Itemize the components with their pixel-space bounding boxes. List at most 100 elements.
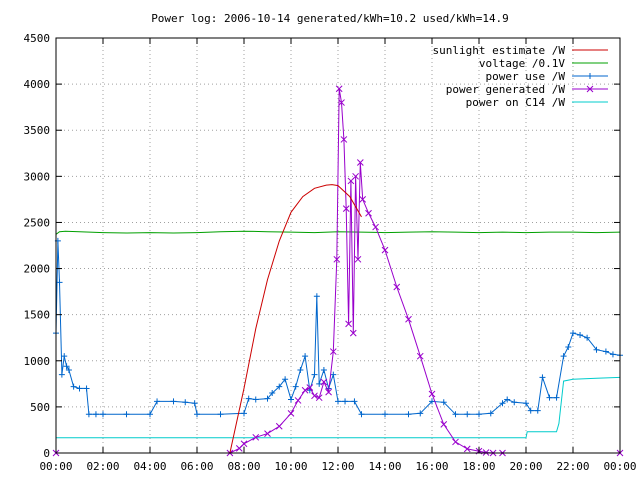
legend-item-voltage-0-1v: voltage /0.1V: [479, 57, 608, 70]
legend-label: power generated /W: [446, 83, 566, 96]
data-point: [92, 411, 99, 418]
data-point: [584, 334, 591, 341]
y-tick-label: 2500: [24, 216, 51, 229]
x-tick-label: 00:00: [39, 460, 72, 473]
data-point: [335, 398, 341, 405]
data-point: [240, 440, 248, 448]
data-point: [546, 394, 553, 401]
data-point: [452, 438, 459, 446]
data-point: [311, 392, 318, 400]
data-point: [292, 383, 299, 390]
data-point: [504, 396, 511, 403]
data-point: [464, 411, 471, 418]
data-point: [269, 390, 276, 397]
data-point: [320, 378, 328, 386]
series-voltage-0-1v: [55, 230, 621, 235]
data-point: [342, 205, 350, 212]
data-point: [154, 398, 161, 405]
data-point: [287, 409, 295, 417]
data-point: [539, 374, 546, 381]
series-sunlight-estimate-w: [229, 184, 362, 454]
data-point: [358, 411, 365, 418]
data-point: [264, 430, 271, 437]
data-point: [302, 353, 309, 360]
data-point: [282, 376, 289, 383]
data-point: [440, 399, 447, 406]
data-point: [276, 383, 283, 390]
data-point: [349, 329, 357, 337]
data-point: [56, 279, 63, 286]
data-point: [275, 422, 283, 430]
data-point: [252, 396, 259, 403]
y-tick-label: 0: [43, 447, 50, 460]
y-tick-label: 500: [30, 401, 50, 414]
series-line-power-on-c14-w: [56, 376, 621, 439]
data-point: [313, 293, 320, 300]
data-point: [560, 353, 567, 360]
y-tick-label: 2000: [24, 263, 51, 276]
data-point: [335, 85, 343, 93]
x-tick-label: 08:00: [227, 460, 260, 473]
x-tick-label: 02:00: [86, 460, 119, 473]
data-point: [487, 410, 494, 417]
data-point: [340, 136, 348, 143]
legend-label: power on C14 /W: [466, 96, 566, 109]
data-point: [311, 371, 318, 378]
data-point: [65, 367, 72, 373]
legend-marker: [586, 85, 594, 93]
data-point: [123, 411, 130, 418]
data-point: [288, 396, 294, 403]
data-point: [511, 399, 518, 406]
axis-ticks: 0 500 1000 1500 2000 2500 3000 3500 4000 4500 00:0…: [24, 32, 637, 473]
data-point: [76, 385, 83, 392]
x-tick-label: 04:00: [133, 460, 166, 473]
series-line-power-use-w: [55, 240, 621, 415]
x-tick-label: 06:00: [180, 460, 213, 473]
legend-item-power-on-c14-w: power on C14 /W: [466, 96, 608, 109]
legend-marker: [587, 73, 593, 79]
chart-title: Power log: 2006-10-14 generated/kWh=10.2…: [151, 12, 509, 25]
series-line-voltage-0-1v: [55, 230, 621, 235]
legend-label: sunlight estimate /W: [433, 44, 566, 57]
data-point: [351, 398, 358, 405]
data-point: [338, 99, 345, 106]
data-point: [329, 348, 337, 355]
data-point: [463, 445, 471, 453]
x-tick-label: 20:00: [509, 460, 542, 473]
data-point: [320, 367, 327, 373]
data-point: [593, 346, 600, 353]
data-point: [577, 331, 584, 338]
legend-item-power-use-w: power use /W: [486, 70, 608, 83]
x-tick-label: 16:00: [415, 460, 448, 473]
data-point: [405, 411, 412, 418]
data-point: [602, 348, 609, 355]
data-point: [570, 330, 576, 337]
data-point: [428, 390, 436, 398]
x-tick-label: 10:00: [274, 460, 307, 473]
x-tick-label: 14:00: [368, 460, 401, 473]
x-tick-label: 12:00: [321, 460, 354, 473]
data-point: [252, 433, 260, 441]
data-point: [306, 384, 314, 391]
legend-label: power use /W: [486, 70, 566, 83]
data-point: [372, 223, 379, 231]
data-point: [534, 407, 541, 414]
data-point: [70, 383, 77, 390]
data-point: [217, 411, 224, 418]
y-tick-label: 4000: [24, 78, 51, 91]
data-point: [191, 400, 198, 407]
data-point: [147, 411, 153, 418]
data-point: [523, 400, 529, 407]
data-point: [63, 363, 70, 370]
y-tick-label: 4500: [24, 32, 51, 45]
y-tick-label: 1500: [24, 309, 51, 322]
data-point: [429, 398, 435, 405]
data-point: [565, 343, 572, 350]
data-point: [100, 411, 106, 418]
data-point: [330, 371, 337, 378]
data-point: [440, 421, 448, 428]
data-point: [356, 159, 364, 166]
data-point: [405, 315, 412, 323]
